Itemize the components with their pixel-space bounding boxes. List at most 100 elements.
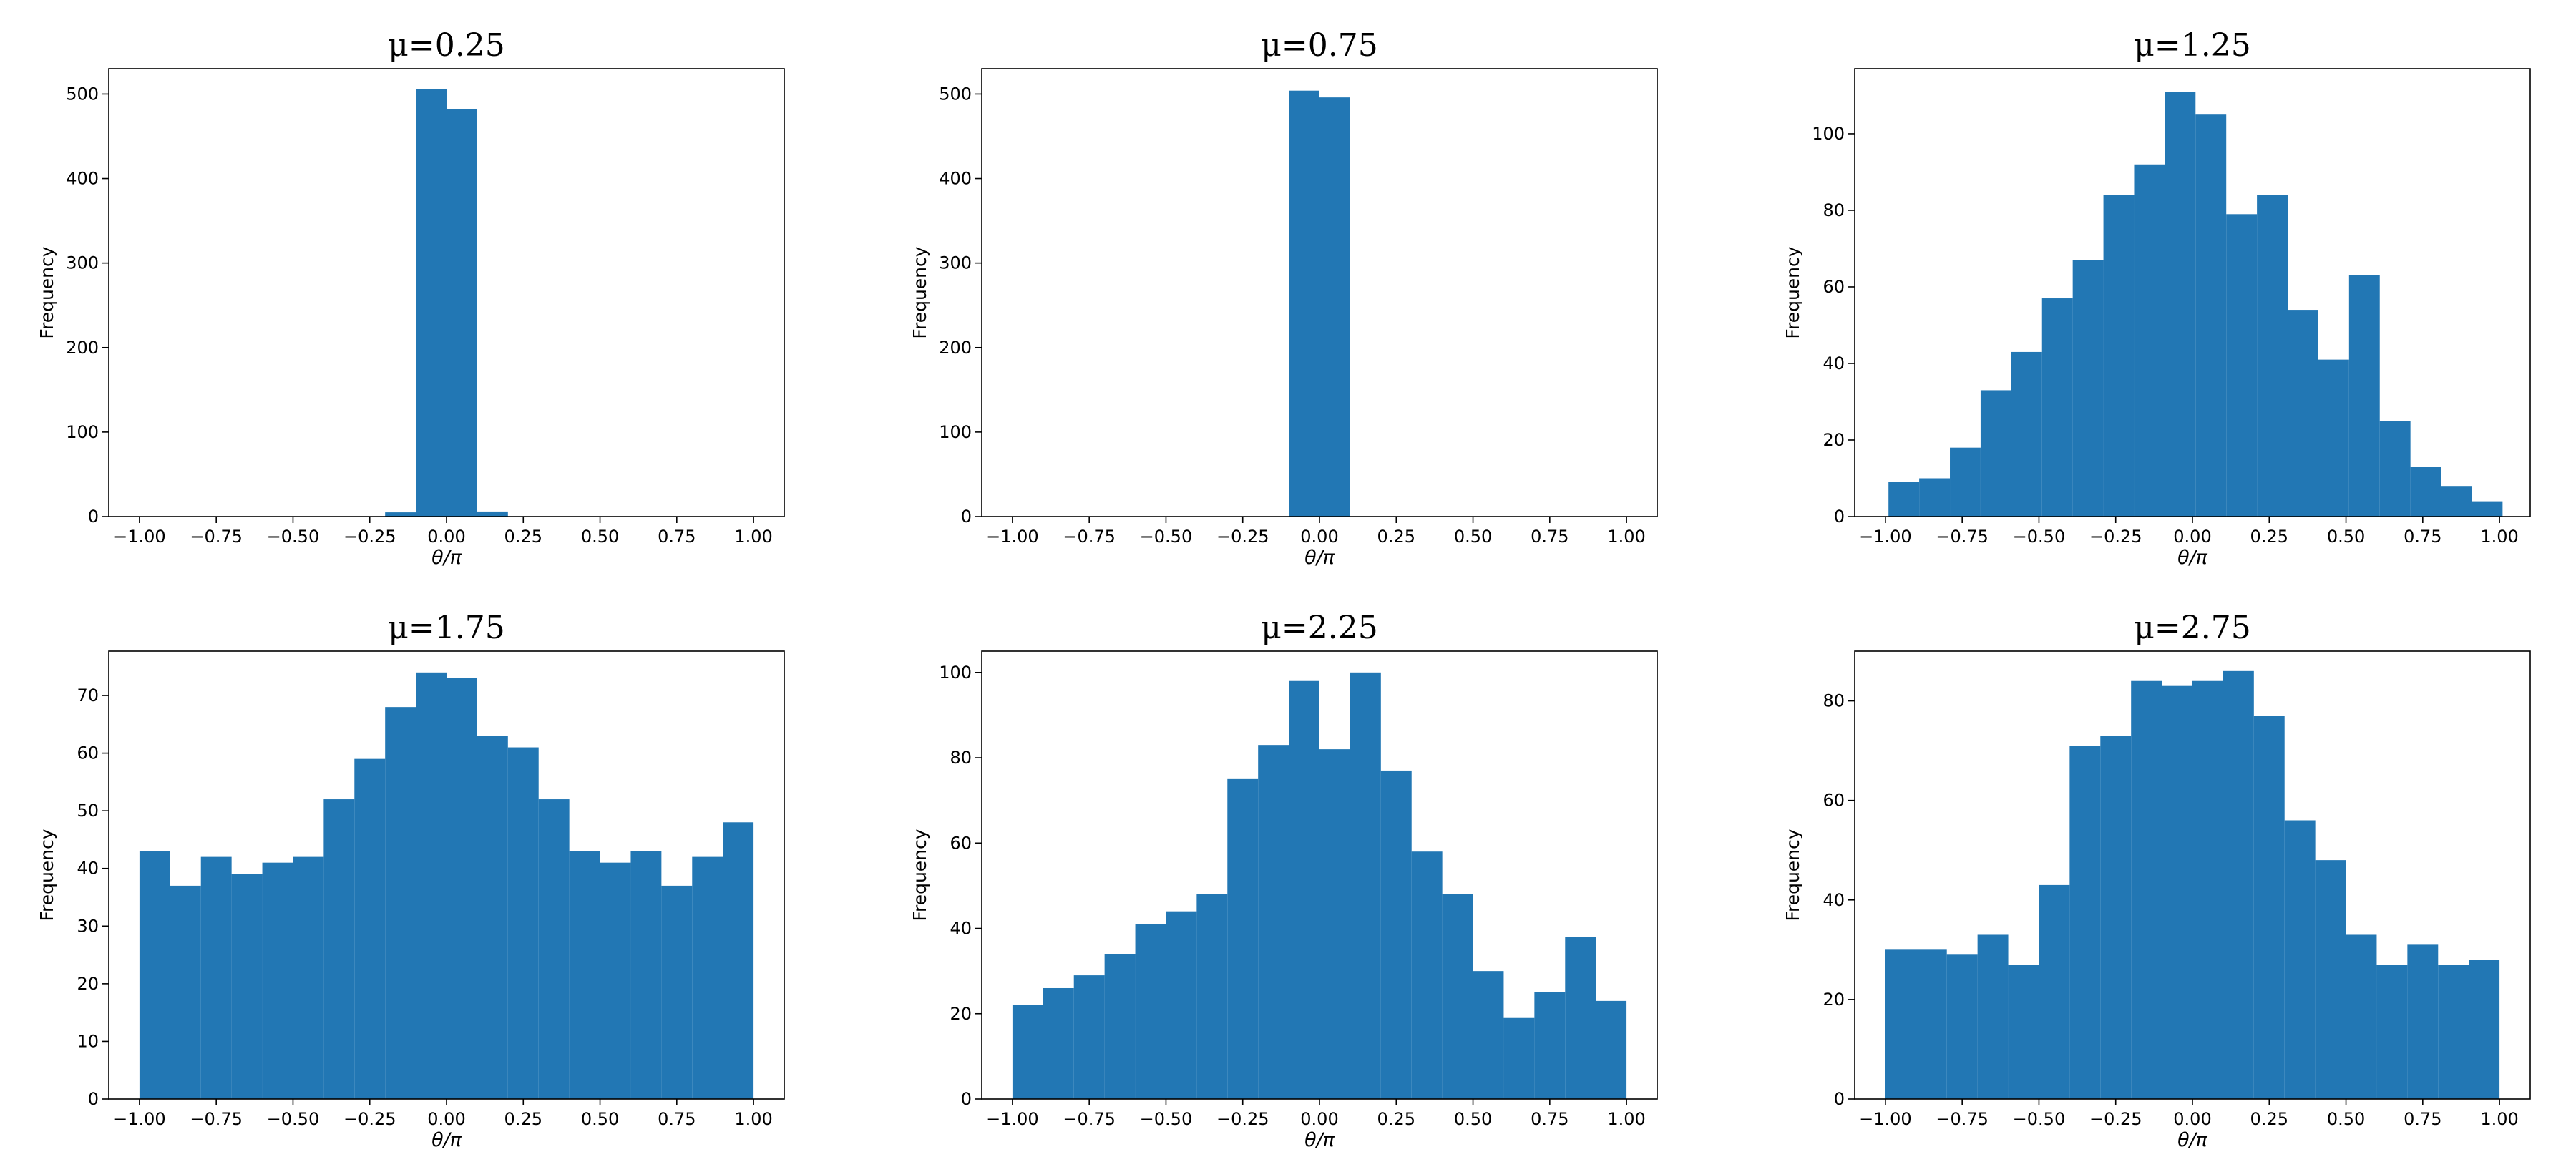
x-tick-label: 1.00 (734, 527, 772, 547)
y-tick-label: 100 (939, 663, 972, 683)
y-tick-label: 0 (1834, 507, 1845, 527)
histogram-bar (2223, 670, 2254, 1099)
histogram-bar (139, 851, 170, 1099)
histogram-bar (1885, 949, 1916, 1099)
x-axis-label: θ/π (431, 1129, 462, 1151)
chart-title: μ=0.25 (388, 27, 504, 64)
histogram-bar (600, 862, 631, 1099)
x-tick-label: −1.00 (986, 1109, 1039, 1129)
histogram-bar (661, 885, 693, 1099)
histogram-bar (231, 874, 263, 1099)
histogram-bar (1977, 934, 2009, 1099)
x-tick-label: 1.00 (1607, 527, 1645, 547)
histogram-bar (1012, 1005, 1043, 1099)
y-tick-label: 20 (77, 974, 99, 994)
chart-title: μ=1.25 (2134, 27, 2250, 64)
chart-title: μ=1.75 (388, 610, 504, 646)
x-tick-label: 0.50 (1454, 1109, 1492, 1129)
y-tick-label: 500 (66, 84, 99, 104)
x-tick-label: −0.75 (1063, 527, 1116, 547)
x-tick-label: −1.00 (986, 527, 1039, 547)
x-tick-label: −0.75 (1063, 1109, 1116, 1129)
histogram-bar (1319, 97, 1350, 517)
x-tick-label: −1.00 (1859, 1109, 1912, 1129)
histogram-bar (2103, 195, 2135, 517)
histogram-panel-6: −1.00 −0.75 −0.50 −0.25 0.00 0.25 0.50 0.75 1.00… (1782, 610, 2531, 1151)
x-tick-label: 0.75 (1531, 1109, 1568, 1129)
histogram-bar (2162, 685, 2192, 1099)
x-tick-label: −0.75 (190, 527, 243, 547)
y-tick-label: 0 (961, 1089, 972, 1109)
histogram-bar (385, 707, 416, 1099)
x-tick-label: −0.75 (1936, 527, 1989, 547)
histogram-bar (723, 822, 754, 1099)
histogram-bar (2315, 860, 2346, 1099)
y-tick-label: 40 (1823, 353, 1845, 373)
histogram-bar (170, 885, 201, 1099)
x-tick-label: 0.75 (1531, 527, 1568, 547)
x-tick-label: 0.50 (581, 527, 619, 547)
histogram-bar (2469, 960, 2500, 1099)
x-axis-label: θ/π (2177, 1129, 2208, 1151)
histogram-bar (1289, 680, 1319, 1099)
x-tick-label: −0.25 (2089, 527, 2142, 547)
histogram-bar (2039, 884, 2070, 1099)
x-axis-label: θ/π (1304, 1129, 1335, 1151)
y-tick-label: 0 (88, 1089, 99, 1109)
histogram-panel-4: −1.00 −0.75 −0.50 −0.25 0.00 0.25 0.50 0.75 1.00… (36, 610, 785, 1151)
y-tick-label: 60 (1823, 791, 1845, 811)
y-tick-label: 80 (950, 748, 972, 768)
y-tick-label: 10 (77, 1031, 99, 1051)
x-tick-label: −1.00 (113, 527, 166, 547)
x-tick-label: 0.00 (427, 1109, 465, 1129)
histogram-bar (2441, 486, 2472, 517)
histogram-bar (1350, 672, 1381, 1099)
x-tick-label: 1.00 (1607, 1109, 1645, 1129)
x-tick-label: 0.25 (2250, 1109, 2288, 1129)
y-tick-label: 500 (939, 84, 972, 104)
histogram-bar (2069, 746, 2101, 1099)
histogram-panel-2: −1.00 −0.75 −0.50 −0.25 0.00 0.25 0.50 0.75 1.00… (909, 27, 1658, 569)
y-tick-label: 0 (1834, 1089, 1845, 1109)
histogram-bar (1258, 745, 1289, 1099)
histogram-bar (1980, 390, 2011, 517)
histogram-bar (416, 89, 447, 517)
y-tick-label: 200 (66, 338, 99, 358)
histogram-bar (2257, 195, 2288, 517)
histogram-bar (1946, 954, 1978, 1099)
x-tick-label: −0.50 (2013, 527, 2066, 547)
x-tick-label: 1.00 (734, 1109, 772, 1129)
y-tick-label: 400 (66, 169, 99, 189)
histogram-bar (1073, 975, 1105, 1099)
histogram-bar (447, 678, 477, 1099)
histogram-bar (477, 511, 508, 517)
histogram-bar (1043, 987, 1074, 1099)
x-tick-label: −0.50 (1140, 1109, 1193, 1129)
histogram-bar (2134, 164, 2165, 517)
histogram-bar (1411, 851, 1443, 1099)
x-tick-label: 0.75 (658, 1109, 696, 1129)
histogram-bar (477, 736, 508, 1099)
histogram-bar (1565, 937, 1596, 1099)
y-tick-label: 40 (1823, 890, 1845, 910)
x-tick-label: 0.50 (2327, 527, 2365, 547)
x-tick-label: 0.00 (1300, 527, 1338, 547)
y-tick-label: 20 (1823, 430, 1845, 450)
y-tick-label: 300 (66, 253, 99, 273)
y-tick-label: 50 (77, 801, 99, 821)
histogram-bar (1919, 478, 1951, 517)
histogram-bar (2407, 944, 2439, 1099)
x-tick-label: 0.25 (2250, 527, 2288, 547)
histogram-bar (354, 758, 386, 1099)
x-axis-label: θ/π (431, 547, 462, 569)
histogram-bar (2472, 501, 2503, 517)
histogram-bar (1380, 770, 1412, 1099)
histogram-bar (1135, 924, 1166, 1099)
histogram-bar (2346, 934, 2377, 1099)
histogram-bar (1104, 954, 1136, 1099)
y-axis-label: Frequency (1782, 829, 1803, 921)
y-axis-label: Frequency (909, 829, 930, 921)
histogram-bar (1916, 949, 1947, 1099)
x-tick-label: −0.50 (2013, 1109, 2066, 1129)
y-tick-label: 60 (77, 743, 99, 763)
